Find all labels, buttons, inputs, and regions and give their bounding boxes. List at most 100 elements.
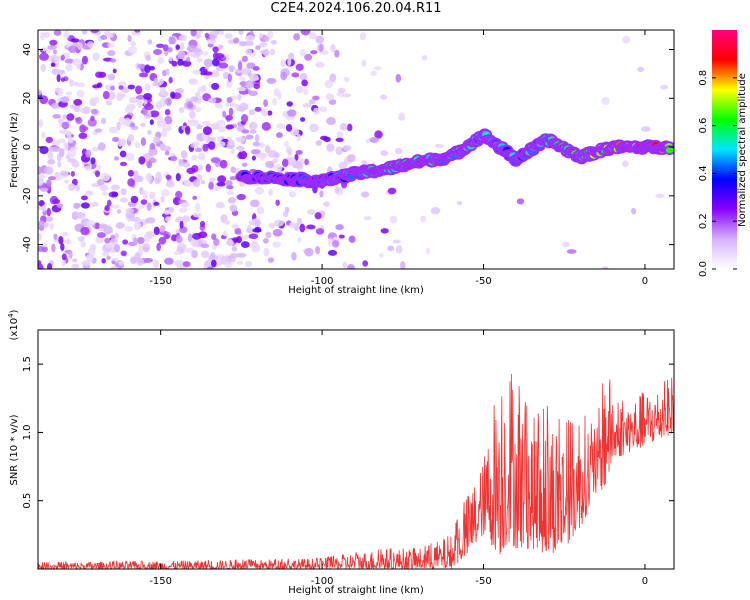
spectrogram-noise-cell <box>165 216 172 222</box>
spectrogram-noise-cell <box>202 143 209 152</box>
spectrogram-noise-cell <box>57 118 65 124</box>
spectrogram-noise-cell <box>146 202 152 211</box>
spectrogram-noise-cell <box>374 130 383 139</box>
spectrogram-noise-cell <box>217 125 226 133</box>
spectrogram-noise-cell <box>253 76 260 81</box>
spectrogram-noise-cell <box>206 38 217 45</box>
spectrogram-noise-cell <box>198 152 206 161</box>
spectrogram-noise-cell <box>337 87 346 94</box>
spectrogram-noise-cell <box>79 107 85 113</box>
spectrogram-noise-cell <box>101 258 106 264</box>
spectrogram-noise-cell <box>229 253 239 259</box>
spectrogram-noise-cell <box>213 186 220 191</box>
spectrogram-noise-cell <box>288 222 297 229</box>
spectrogram-noise-cell <box>211 233 217 241</box>
spectrogram-noise-cell <box>267 110 273 116</box>
spectrogram-noise-cell <box>138 204 145 210</box>
spectrogram-noise-cell <box>335 137 344 142</box>
spectrogram-noise-cell <box>190 143 196 148</box>
spectrogram-noise-cell <box>38 177 44 186</box>
spectrogram-noise-cell <box>119 161 128 167</box>
spectrogram-noise-cell <box>258 32 264 39</box>
spectrogram-noise-cell <box>46 216 54 222</box>
spectrogram-noise-cell <box>249 129 257 134</box>
spectrogram-noise-cell <box>293 33 301 41</box>
spectrogram-noise-cell <box>62 114 68 120</box>
spectrogram-noise-cell <box>208 141 216 150</box>
spectrogram-noise-cell <box>61 253 67 261</box>
spectrogram-noise-cell <box>96 178 105 186</box>
spectrogram-noise-cell <box>338 161 347 170</box>
spectrogram-noise-cell <box>346 123 353 132</box>
spectrogram-noise-cell <box>161 129 168 138</box>
spectrogram-y-tick-label: 20 <box>22 92 33 105</box>
spectrogram-noise-cell <box>68 148 76 158</box>
spectrogram-noise-cell <box>110 85 115 91</box>
colorbar-tick-label: 0.8 <box>698 70 709 86</box>
spectrogram-noise-cell <box>52 146 61 152</box>
spectrogram-noise-cell <box>601 97 610 105</box>
spectrogram-noise-cell <box>145 54 151 62</box>
spectrogram-noise-cell <box>177 58 184 66</box>
spectrogram-noise-cell <box>216 181 226 187</box>
spectrogram-noise-cell <box>95 222 100 230</box>
spectrogram-noise-cell <box>262 48 270 57</box>
spectrogram-noise-cell <box>100 117 107 125</box>
spectrogram-noise-cell <box>127 169 134 177</box>
spectrogram-noise-cell <box>247 224 252 230</box>
spectrogram-noise-cell <box>389 215 398 224</box>
spectrogram-noise-cell <box>361 59 367 68</box>
spectrogram-noise-cell <box>91 146 100 152</box>
spectrogram-noise-cell <box>119 197 128 203</box>
spectrogram-noise-cell <box>110 234 116 239</box>
spectrogram-noise-cell <box>171 60 178 67</box>
spectrogram-noise-cell <box>149 110 160 118</box>
spectrogram-noise-cell <box>224 33 233 39</box>
spectrogram-noise-cell <box>334 49 340 58</box>
spectrogram-noise-cell <box>184 125 191 135</box>
spectrogram-noise-cell <box>248 233 259 240</box>
spectrogram-noise-cell <box>237 61 243 71</box>
spectrogram-noise-cell <box>301 79 308 87</box>
spectrogram-noise-cell <box>60 54 65 61</box>
spectrogram-noise-cell <box>209 70 220 78</box>
snr-frame <box>37 329 675 570</box>
spectrogram-noise-cell <box>182 261 191 268</box>
spectrogram-x-tick-label: -100 <box>311 276 334 287</box>
spectrogram-noise-cell <box>302 102 312 108</box>
spectrogram-noise-cell <box>202 126 212 136</box>
spectrogram-noise-cell <box>226 97 233 103</box>
spectrogram-noise-cell <box>107 73 116 81</box>
spectrogram-noise-cell <box>72 58 83 66</box>
snr-x-axis-label: Height of straight line (km) <box>288 585 424 596</box>
spectrogram-noise-cell <box>52 49 58 55</box>
spectrogram-noise-cell <box>295 150 303 155</box>
spectrogram-noise-cell <box>159 143 166 151</box>
spectrogram-noise-cell <box>149 142 156 151</box>
spectrogram-noise-cell <box>254 106 262 112</box>
spectrogram-noise-cell <box>330 43 336 53</box>
spectrogram-noise-cell <box>133 237 138 246</box>
spectrogram-noise-cell <box>326 117 336 126</box>
spectrogram-noise-cell <box>143 93 153 100</box>
spectrogram-noise-cell <box>120 188 127 196</box>
spectrogram-noise-cell <box>197 57 203 63</box>
spectrogram-noise-cell <box>215 52 225 60</box>
spectrogram-noise-cell <box>170 155 178 162</box>
spectrogram-noise-cell <box>191 250 198 259</box>
spectrogram-noise-cell <box>82 126 89 131</box>
spectrogram-noise-cell <box>229 176 237 181</box>
spectrogram-noise-cell <box>168 36 176 45</box>
spectrogram-noise-cell <box>72 258 78 263</box>
spectrogram-y-tick-label: 0 <box>22 144 33 150</box>
spectrogram-x-tick-label: -50 <box>475 276 491 287</box>
spectrogram-noise-cell <box>57 161 62 168</box>
spectrogram-noise-cell <box>566 249 577 254</box>
snr-y-tick-label: 0.5 <box>22 493 33 509</box>
spectrogram-noise-cell <box>190 238 199 248</box>
spectrogram-noise-cell <box>85 149 92 158</box>
spectrogram-noise-cell <box>121 87 130 94</box>
spectrogram-noise-cell <box>245 34 255 42</box>
spectrogram-noise-cell <box>294 153 299 161</box>
colorbar: 0.0 0.2 0.4 0.6 0.8 Normalized spectral ampl… <box>698 30 748 277</box>
